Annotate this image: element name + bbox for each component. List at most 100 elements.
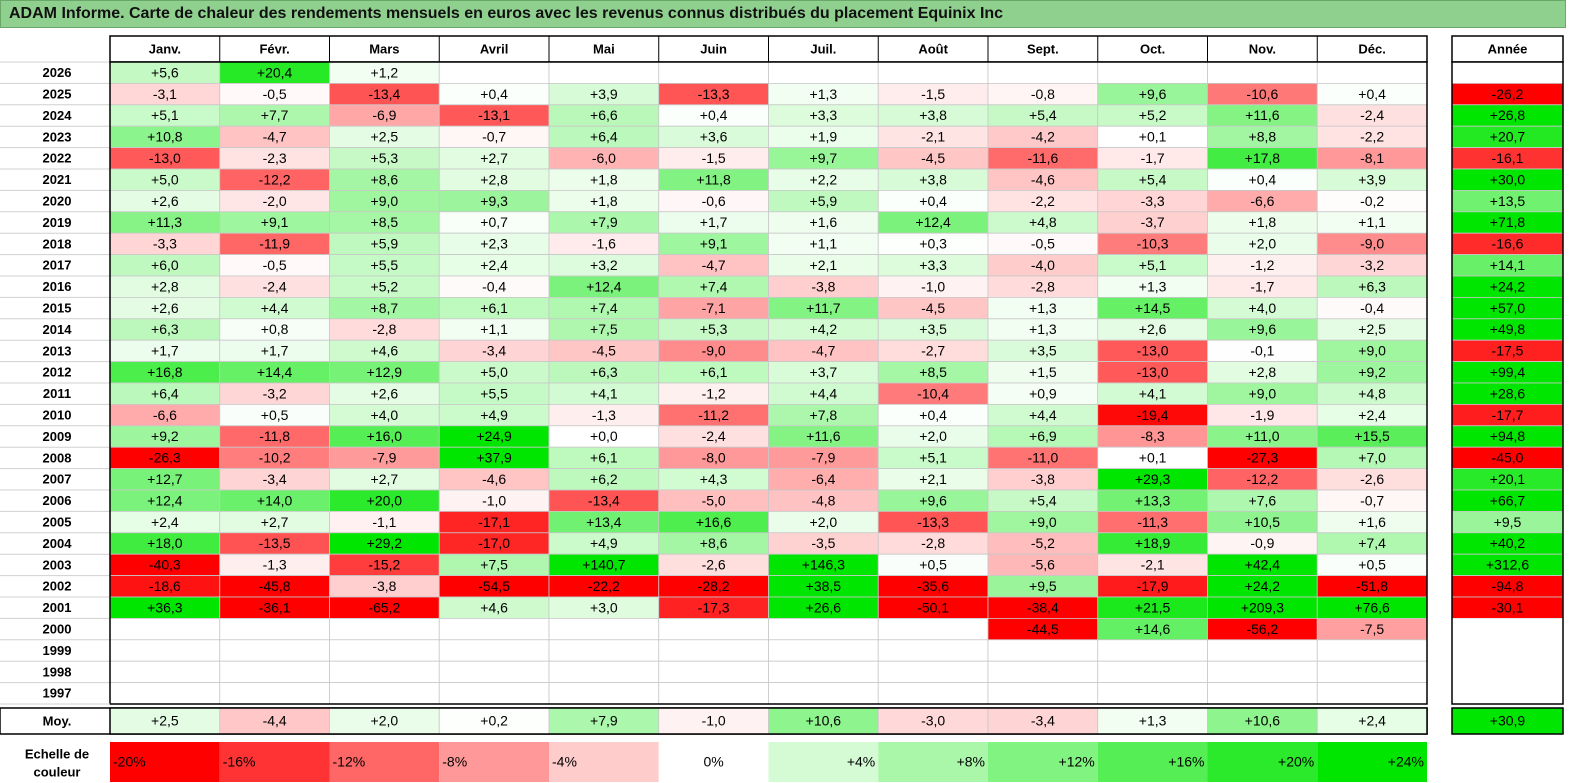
cell-value: +5,1: [1139, 257, 1167, 273]
cell-value: +3,9: [590, 86, 618, 102]
cell-value: -13,3: [917, 514, 949, 530]
year-label: 2007: [43, 472, 72, 487]
heatmap-cell: [987, 61, 1099, 84]
cell-value: +7,7: [261, 107, 289, 123]
year-label: 2022: [43, 151, 72, 166]
average-cell: [1316, 707, 1428, 735]
heatmap-cell: [658, 682, 769, 705]
year-label: 2021: [43, 172, 72, 187]
cell-value: -18,6: [149, 578, 181, 594]
year-label: 1998: [43, 664, 72, 679]
heatmap-cell: [768, 61, 879, 84]
heatmap-cell: [548, 660, 660, 684]
cell-value: -1,7: [1141, 150, 1165, 166]
cell-value: +76,6: [1354, 599, 1390, 615]
cell-value: -3,3: [1141, 193, 1165, 209]
cell-value: +29,2: [367, 535, 403, 551]
cell-value: +3,5: [1029, 343, 1057, 359]
cell-value: -3,1: [153, 86, 177, 102]
cell-value: +5,0: [480, 364, 508, 380]
month-header: Oct.: [1140, 41, 1165, 56]
month-header: Janv.: [149, 41, 181, 56]
cell-value: +0,1: [1139, 129, 1167, 145]
average-value: +0,2: [480, 713, 508, 729]
cell-value: -2,1: [1141, 557, 1165, 573]
chart-title: ADAM Informe. Carte de chaleur des rende…: [0, 0, 1566, 28]
cell-value: +11,0: [1245, 428, 1280, 444]
scale-step-label: +24%: [1388, 754, 1424, 770]
cell-value: -11,8: [259, 428, 290, 444]
cell-value: +12,7: [147, 471, 183, 487]
annual-value: +94,8: [1490, 428, 1526, 444]
cell-value: +3,3: [919, 257, 947, 273]
cell-value: +1,2: [371, 64, 399, 80]
cell-value: +4,0: [1249, 300, 1277, 316]
cell-value: -10,6: [1246, 86, 1278, 102]
cell-value: -54,5: [478, 578, 510, 594]
cell-value: +7,5: [590, 321, 618, 337]
year-label: 2010: [43, 408, 72, 423]
cell-value: -1,5: [921, 86, 945, 102]
scale-step-label: -16%: [223, 754, 256, 770]
cell-value: -2,4: [1360, 107, 1384, 123]
cell-value: +6,1: [480, 300, 508, 316]
cell-value: +2,4: [151, 514, 179, 530]
cell-value: +1,8: [590, 193, 618, 209]
heatmap-cell: [877, 61, 989, 84]
average-cell: [658, 707, 769, 735]
heatmap-cell: [1316, 61, 1428, 84]
cell-value: -2,4: [263, 278, 287, 294]
cell-value: +29,3: [1135, 471, 1171, 487]
heatmap-cell: [768, 660, 879, 684]
cell-value: +2,6: [371, 385, 399, 401]
average-value: +10,6: [1245, 713, 1281, 729]
cell-value: +3,5: [919, 321, 947, 337]
cell-value: -65,2: [368, 599, 400, 615]
average-cell: [109, 707, 221, 735]
annual-grid-border: [1451, 61, 1564, 705]
cell-value: -2,2: [1360, 129, 1384, 145]
cell-value: -7,9: [372, 450, 396, 466]
cell-value: +5,1: [151, 107, 179, 123]
cell-value: +1,1: [810, 236, 838, 252]
cell-value: +5,5: [371, 257, 399, 273]
year-label: 2017: [43, 258, 72, 273]
cell-value: +3,8: [919, 171, 947, 187]
cell-value: +1,3: [1029, 300, 1057, 316]
cell-value: +1,7: [700, 214, 728, 230]
month-header: Avril: [480, 41, 508, 56]
heatmap-cell: [219, 682, 330, 705]
cell-value: +4,9: [480, 407, 508, 423]
cell-value: -5,0: [702, 492, 726, 508]
cell-value: +9,0: [1358, 343, 1386, 359]
cell-value: +5,9: [810, 193, 838, 209]
cell-value: +3,8: [919, 107, 947, 123]
heatmap-cell: [1316, 682, 1428, 705]
year-label: 2014: [43, 322, 73, 337]
cell-value: +9,6: [1139, 86, 1167, 102]
cell-value: +5,0: [151, 171, 179, 187]
cell-value: +9,1: [261, 214, 289, 230]
cell-value: -4,8: [811, 492, 835, 508]
cell-value: +0,5: [1358, 557, 1386, 573]
cell-value: +4,4: [810, 385, 838, 401]
heatmap-cell: [768, 682, 879, 705]
year-label: 2009: [43, 429, 72, 444]
cell-value: -4,0: [1031, 257, 1055, 273]
cell-value: -4,5: [921, 300, 945, 316]
cell-value: +0,0: [590, 428, 618, 444]
cell-value: +209,3: [1241, 599, 1284, 615]
cell-value: -3,5: [811, 535, 835, 551]
cell-value: -12,2: [259, 171, 291, 187]
year-label: 2011: [43, 386, 71, 401]
scale-step-label: +8%: [957, 754, 985, 770]
cell-value: +140,7: [582, 557, 625, 573]
cell-value: +11,8: [696, 171, 731, 187]
heatmap-cell: [1207, 660, 1318, 684]
cell-value: +3,0: [590, 599, 618, 615]
annual-value: +312,6: [1486, 557, 1529, 573]
year-label: 2004: [43, 536, 73, 551]
cell-value: -0,2: [1360, 193, 1384, 209]
cell-value: -1,3: [263, 557, 287, 573]
cell-value: -2,8: [1031, 278, 1055, 294]
